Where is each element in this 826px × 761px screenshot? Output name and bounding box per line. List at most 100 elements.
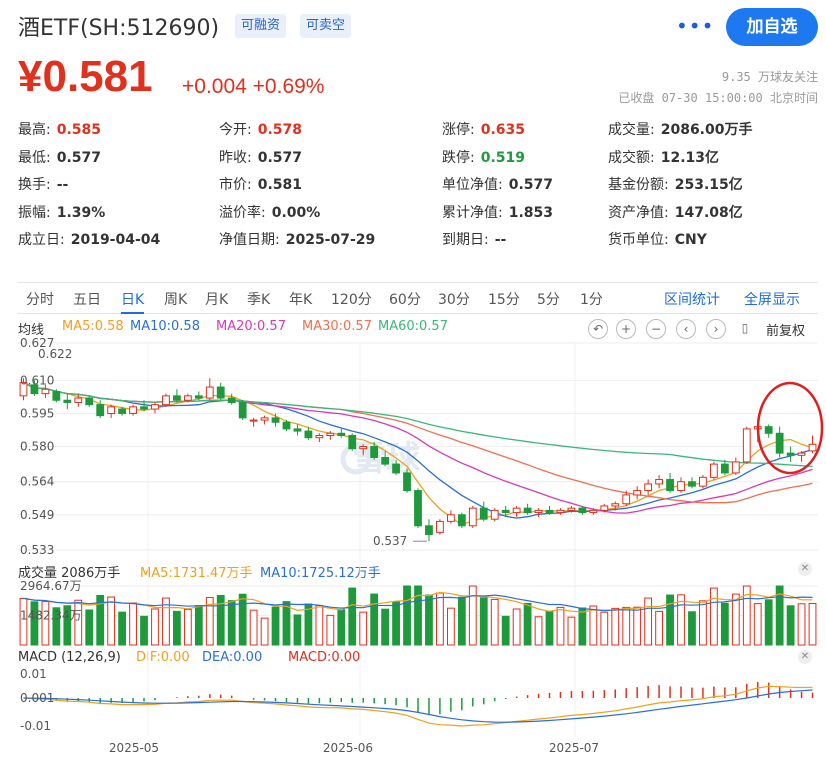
tab-period[interactable]: 1分: [580, 292, 603, 308]
candle-body: [534, 509, 543, 514]
candle-body: [457, 514, 466, 527]
candle-type-icon[interactable]: ▯: [741, 321, 749, 335]
volume-bar: [468, 585, 477, 646]
tab-period[interactable]: 年K: [289, 292, 313, 308]
volume-bar: [611, 607, 620, 646]
tab-period[interactable]: 60分: [389, 292, 421, 308]
candle-body: [414, 490, 422, 527]
volume-bar: [644, 597, 653, 646]
more-dots-icon[interactable]: •••: [676, 14, 715, 38]
candle-body: [183, 395, 192, 401]
quote-label: 市价:: [219, 177, 252, 193]
tab-period[interactable]: 季K: [247, 292, 271, 308]
tab-period[interactable]: 分时: [26, 292, 54, 308]
candle-body: [709, 463, 718, 478]
candle-body: [699, 476, 707, 487]
candle-body: [622, 494, 631, 505]
quote-cell: 到期日: --: [442, 229, 506, 249]
quote-cell: 跌停: 0.519: [442, 147, 525, 167]
tab-period[interactable]: 15分: [488, 292, 520, 308]
quote-value: 147.08亿: [674, 204, 743, 221]
quote-label: 成交额:: [608, 149, 655, 166]
volume-bar: [709, 587, 718, 646]
candle-body: [348, 434, 357, 450]
volume-bar: [315, 605, 324, 646]
tab-period[interactable]: 周K: [164, 292, 188, 308]
candle-body: [293, 428, 302, 432]
quote-label: 最低:: [18, 149, 51, 166]
undo-icon[interactable]: ↶: [588, 319, 608, 339]
candle-body: [567, 507, 576, 511]
quote-label: 跌停:: [442, 149, 475, 166]
chevron-right-icon[interactable]: ›: [706, 319, 726, 339]
tab-period[interactable]: 五日: [73, 292, 101, 308]
quote-label: 振幅:: [18, 204, 51, 221]
y-tick-label: 0.533: [20, 543, 54, 557]
quote-value: 0.00%: [271, 204, 321, 221]
candle-body: [403, 472, 411, 492]
volume-bar: [446, 607, 455, 646]
tab-range-stats[interactable]: 区间统计: [664, 292, 720, 308]
candle-body: [436, 520, 444, 533]
volume-bar: [370, 593, 379, 646]
volume-bar: [545, 610, 554, 646]
volume-bar: [19, 597, 28, 646]
tab-period[interactable]: 120分: [331, 292, 372, 308]
quote-cell: 涨停: 0.635: [442, 119, 525, 139]
tab-period[interactable]: 月K: [205, 292, 229, 308]
legend-item: MA10:1725.12万手: [260, 566, 381, 581]
quote-label: 成交量:: [608, 122, 655, 138]
candle-body: [775, 432, 784, 454]
quote-cell: 净值日期: 2025-07-29: [219, 229, 375, 249]
volume-bar: [96, 594, 105, 646]
volume-bar: [666, 594, 674, 646]
candle-body: [63, 399, 72, 403]
volume-bar: [414, 585, 422, 646]
close-volume-icon[interactable]: ✕: [798, 562, 812, 576]
candle-body: [370, 446, 379, 459]
volume-bar: [578, 607, 587, 646]
tab-fullscreen[interactable]: 全屏显示: [744, 292, 800, 308]
volume-bar: [173, 610, 181, 646]
volume-bar: [52, 607, 61, 646]
volume-bar: [63, 605, 72, 646]
candle-body: [381, 457, 390, 465]
quote-label: 最高:: [18, 122, 51, 138]
quote-value: 0.635: [480, 122, 526, 138]
candle-body: [107, 406, 116, 414]
candle-body: [337, 432, 346, 436]
tab-period[interactable]: 5分: [537, 292, 560, 308]
candle-body: [30, 384, 39, 395]
ma-line: [23, 382, 813, 468]
volume-bar: [348, 587, 357, 646]
candle-body: [764, 426, 773, 434]
add-watchlist-button[interactable]: 加自选: [726, 8, 818, 46]
zoom-in-icon[interactable]: +: [616, 319, 636, 339]
volume-bar: [238, 593, 247, 646]
quote-cell: 资产净值: 147.08亿: [608, 202, 743, 222]
tab-period[interactable]: 日K: [121, 289, 145, 314]
tab-period[interactable]: 30分: [438, 292, 470, 308]
candle-body: [545, 509, 554, 514]
candle-body: [173, 395, 181, 401]
candle-body: [797, 452, 806, 456]
y-tick-label: 0.610: [20, 373, 54, 387]
period-tabbar: 区间统计 全屏显示 分时 五日 日K 周K 月K 季K 年K 120分 60分 30分 15分 5分 1…: [18, 282, 818, 314]
zoom-out-icon[interactable]: −: [646, 319, 666, 339]
quote-cell: 昨收: 0.577: [219, 147, 302, 167]
candle-body: [162, 395, 170, 406]
close-macd-icon[interactable]: ✕: [798, 650, 812, 664]
chevron-left-icon[interactable]: ‹: [676, 319, 696, 339]
page-title: 酒ETF(SH:512690): [18, 16, 220, 41]
adjust-mode[interactable]: 前复权: [766, 324, 806, 339]
candle-body: [129, 406, 137, 414]
legend-item: MA30:0.57: [302, 319, 372, 334]
volume-bar: [183, 608, 192, 646]
x-tick-label: 2025-05: [109, 741, 159, 755]
volume-bar: [457, 596, 466, 646]
candle-body: [140, 406, 148, 410]
quote-label: 基金份额:: [608, 177, 669, 193]
volume-bar: [436, 592, 444, 646]
candle-body: [425, 525, 433, 536]
